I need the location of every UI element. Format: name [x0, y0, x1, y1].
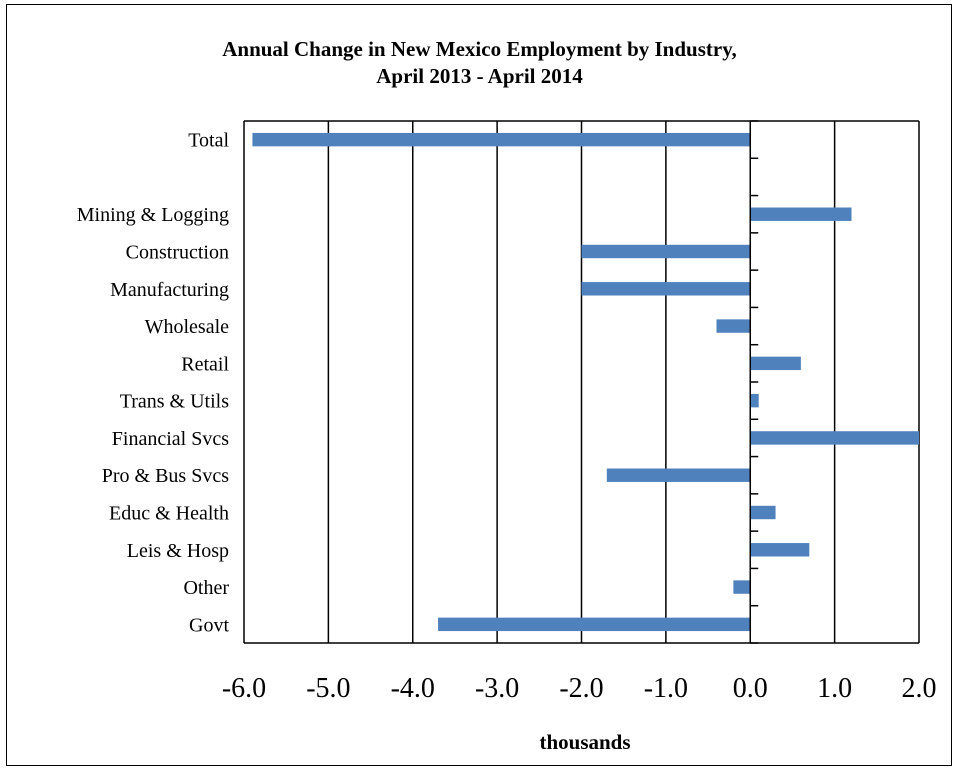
x-tick-label: -1.0	[644, 673, 688, 704]
category-label: Leis & Hosp	[127, 540, 229, 562]
bar	[750, 356, 801, 371]
chart-subtitle: April 2013 - April 2014	[376, 64, 583, 88]
category-label: Pro & Bus Svcs	[102, 465, 229, 487]
bar	[252, 132, 751, 147]
bar	[606, 468, 751, 482]
category-label: Construction	[126, 242, 229, 264]
bar	[750, 543, 810, 557]
chart-title-block: Annual Change in New Mexico Employment b…	[0, 36, 959, 90]
chart-title: Annual Change in New Mexico Employment b…	[222, 37, 737, 61]
category-label: Trans & Utils	[120, 391, 230, 413]
chart-frame	[6, 4, 952, 766]
x-tick-label: 0.0	[733, 673, 768, 704]
x-axis-label: thousands	[539, 730, 631, 754]
bar	[750, 207, 852, 221]
bar	[438, 617, 751, 632]
x-tick-label: -6.0	[222, 673, 266, 704]
bar	[750, 431, 919, 445]
bar	[581, 282, 751, 296]
category-label: Retail	[181, 353, 229, 375]
category-label: Financial Svcs	[112, 428, 229, 450]
bar	[716, 319, 751, 333]
bar	[581, 244, 751, 259]
x-tick-label: 2.0	[902, 673, 937, 704]
bar	[750, 505, 776, 520]
bar	[750, 393, 759, 408]
category-label: Manufacturing	[110, 279, 229, 301]
category-label: Total	[188, 130, 229, 152]
category-label: Other	[183, 577, 229, 599]
x-tick-label: -3.0	[475, 673, 519, 704]
category-label: Wholesale	[145, 316, 230, 338]
category-label: Govt	[189, 614, 229, 636]
x-tick-label: 1.0	[817, 673, 852, 704]
x-tick-label: -4.0	[391, 673, 435, 704]
bar	[733, 580, 751, 594]
category-label: Educ & Health	[109, 503, 229, 525]
category-label: Mining & Logging	[77, 204, 229, 226]
x-tick-label: -5.0	[306, 673, 350, 704]
x-tick-label: -2.0	[559, 673, 603, 704]
